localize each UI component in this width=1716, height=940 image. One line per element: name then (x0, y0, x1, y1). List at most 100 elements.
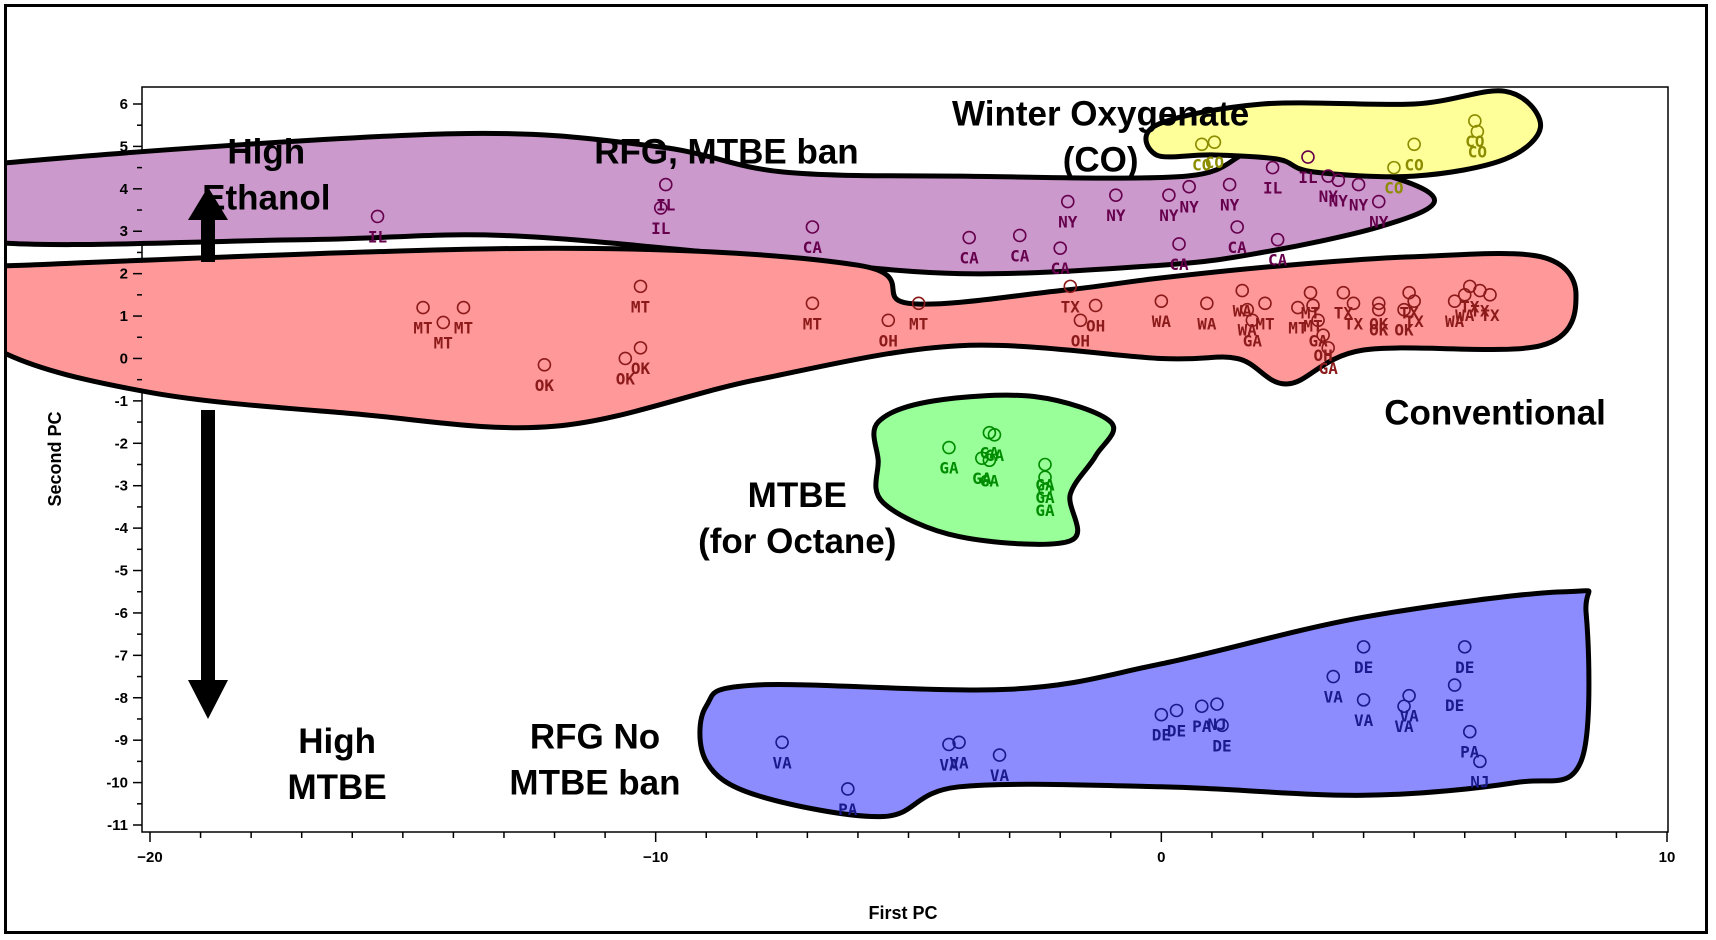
point-label-rfg-no-mtbe-ban: PA (838, 800, 858, 819)
point-marker-rfg-no-mtbe-ban (1402, 688, 1416, 703)
point-marker-conventional (1154, 294, 1169, 309)
point-label-conventional: OK (1369, 314, 1389, 333)
point-label-rfg-no-mtbe-ban: DE (1354, 658, 1373, 677)
point-label-conventional: OH (1071, 331, 1090, 350)
point-label-conventional: TX (1460, 297, 1480, 316)
point-label-rfg-mtbe-ban: CA (1010, 246, 1030, 265)
point-label-rfg-no-mtbe-ban: NJ (1470, 772, 1489, 791)
point-label-conventional: MT (1303, 316, 1322, 335)
point-label-conventional: MT (909, 314, 928, 333)
point-label-conventional: TX (1399, 304, 1419, 323)
y-tick-label: -2 (115, 435, 128, 452)
y-tick-label: 5 (120, 138, 128, 155)
point-marker-winter-oxygenate-co (1194, 137, 1209, 152)
y-tick-label: -3 (115, 478, 128, 495)
x-tick-label: −20 (137, 849, 162, 866)
point-marker-conventional (1311, 313, 1325, 328)
point-label-conventional: OK (535, 376, 555, 395)
point-marker-conventional (881, 313, 896, 328)
point-label-conventional: MT (1255, 314, 1274, 333)
region-winter-oxygenate-co (1143, 88, 1544, 180)
annotation-high-mtbe: MTBE (288, 768, 387, 807)
point-label-conventional: OK (631, 359, 651, 378)
point-marker-winter-oxygenate-co (1387, 160, 1401, 175)
point-label-rfg-mtbe-ban: CA (1169, 255, 1189, 274)
point-marker-rfg-mtbe-ban (370, 209, 385, 224)
point-marker-winter-oxygenate-co (1207, 135, 1222, 149)
point-label-conventional: GA (1243, 331, 1263, 350)
point-marker-rfg-no-mtbe-ban (942, 737, 956, 752)
cluster-regions (7, 88, 1592, 820)
point-marker-conventional (1397, 302, 1411, 317)
annotation-mtbe-octane: MTBE (748, 476, 847, 515)
point-marker-conventional (1291, 300, 1305, 315)
point-marker-rfg-mtbe-ban (1222, 177, 1237, 192)
point-marker-conventional (456, 300, 471, 315)
point-label-rfg-mtbe-ban: IL (1263, 179, 1282, 198)
point-label-conventional: TX (1334, 304, 1354, 323)
point-label-rfg-no-mtbe-ban: PA (1460, 743, 1480, 762)
point-label-conventional: OH (1086, 316, 1105, 335)
x-axis-title: First PC (868, 903, 937, 923)
point-label-rfg-no-mtbe-ban: PA (1192, 717, 1212, 736)
point-marker-rfg-mtbe-ban (805, 220, 820, 234)
point-label-rfg-no-mtbe-ban: DE (1212, 736, 1231, 755)
point-marker-rfg-mtbe-ban (1172, 237, 1186, 251)
annotation-winter-oxygenate: Winter Oxygenate (952, 94, 1249, 133)
annotation-mtbe-octane: (for Octane) (698, 522, 896, 561)
point-marker-conventional (1447, 294, 1462, 309)
annotation-conventional: Conventional (1384, 393, 1606, 432)
point-marker-conventional (537, 358, 552, 372)
point-label-rfg-mtbe-ban: CA (960, 249, 980, 268)
point-marker-rfg-no-mtbe-ban (1356, 640, 1371, 654)
point-marker-mtbe-for-octane (1038, 483, 1052, 497)
point-label-mtbe-for-octane: GA (985, 446, 1005, 465)
y-tick-label: -4 (115, 520, 129, 537)
point-marker-conventional (1483, 288, 1497, 302)
point-label-mtbe-for-octane: GA (939, 459, 959, 478)
point-marker-rfg-mtbe-ban (1060, 194, 1075, 209)
point-marker-conventional (1258, 296, 1272, 311)
point-marker-conventional (1371, 302, 1386, 317)
x-tick-label: 0 (1157, 849, 1165, 866)
point-marker-conventional (618, 351, 633, 366)
point-label-rfg-mtbe-ban: NY (1058, 213, 1078, 232)
point-label-conventional: GA (1319, 359, 1339, 378)
point-label-winter-oxygenate-co: CO (1384, 179, 1403, 198)
point-marker-conventional (1346, 296, 1361, 311)
point-marker-rfg-mtbe-ban (1270, 232, 1285, 247)
point-marker-rfg-mtbe-ban (1351, 177, 1366, 192)
annotation-rfg-mtbe-ban: RFG, MTBE ban (594, 132, 858, 171)
y-tick-label: 6 (120, 96, 128, 113)
down-arrow-head (188, 680, 228, 719)
point-marker-rfg-mtbe-ban (1301, 150, 1315, 164)
point-marker-mtbe-for-octane (942, 440, 956, 455)
x-tick-label: −10 (643, 849, 668, 866)
point-marker-rfg-no-mtbe-ban (775, 735, 789, 750)
point-marker-rfg-no-mtbe-ban (1473, 754, 1487, 769)
point-label-rfg-no-mtbe-ban: VA (990, 766, 1010, 785)
point-marker-rfg-no-mtbe-ban (1462, 724, 1477, 739)
point-label-rfg-no-mtbe-ban: DE (1455, 658, 1474, 677)
point-marker-winter-oxygenate-co (1470, 124, 1485, 139)
point-marker-conventional (1371, 296, 1386, 311)
point-marker-conventional (1240, 302, 1255, 317)
region-rfg-mtbe-ban (7, 130, 1437, 277)
point-label-rfg-mtbe-ban: NY (1220, 196, 1240, 215)
point-label-rfg-mtbe-ban: IL (651, 219, 670, 238)
region-mtbe-for-octane (871, 392, 1117, 547)
y-tick-label: -11 (107, 817, 128, 834)
point-label-mtbe-for-octane: GA (972, 469, 992, 488)
up-arrow-head (188, 187, 228, 220)
point-label-mtbe-for-octane: GA (1035, 501, 1055, 520)
annotation-high-ethanol: High (227, 132, 305, 171)
point-label-conventional: OK (1394, 321, 1414, 340)
point-label-winter-oxygenate-co: CO (1205, 153, 1224, 172)
point-label-conventional: TX (1480, 306, 1500, 325)
point-marker-conventional (1336, 285, 1351, 300)
point-marker-rfg-no-mtbe-ban (841, 782, 855, 796)
point-label-conventional: MT (803, 314, 822, 333)
